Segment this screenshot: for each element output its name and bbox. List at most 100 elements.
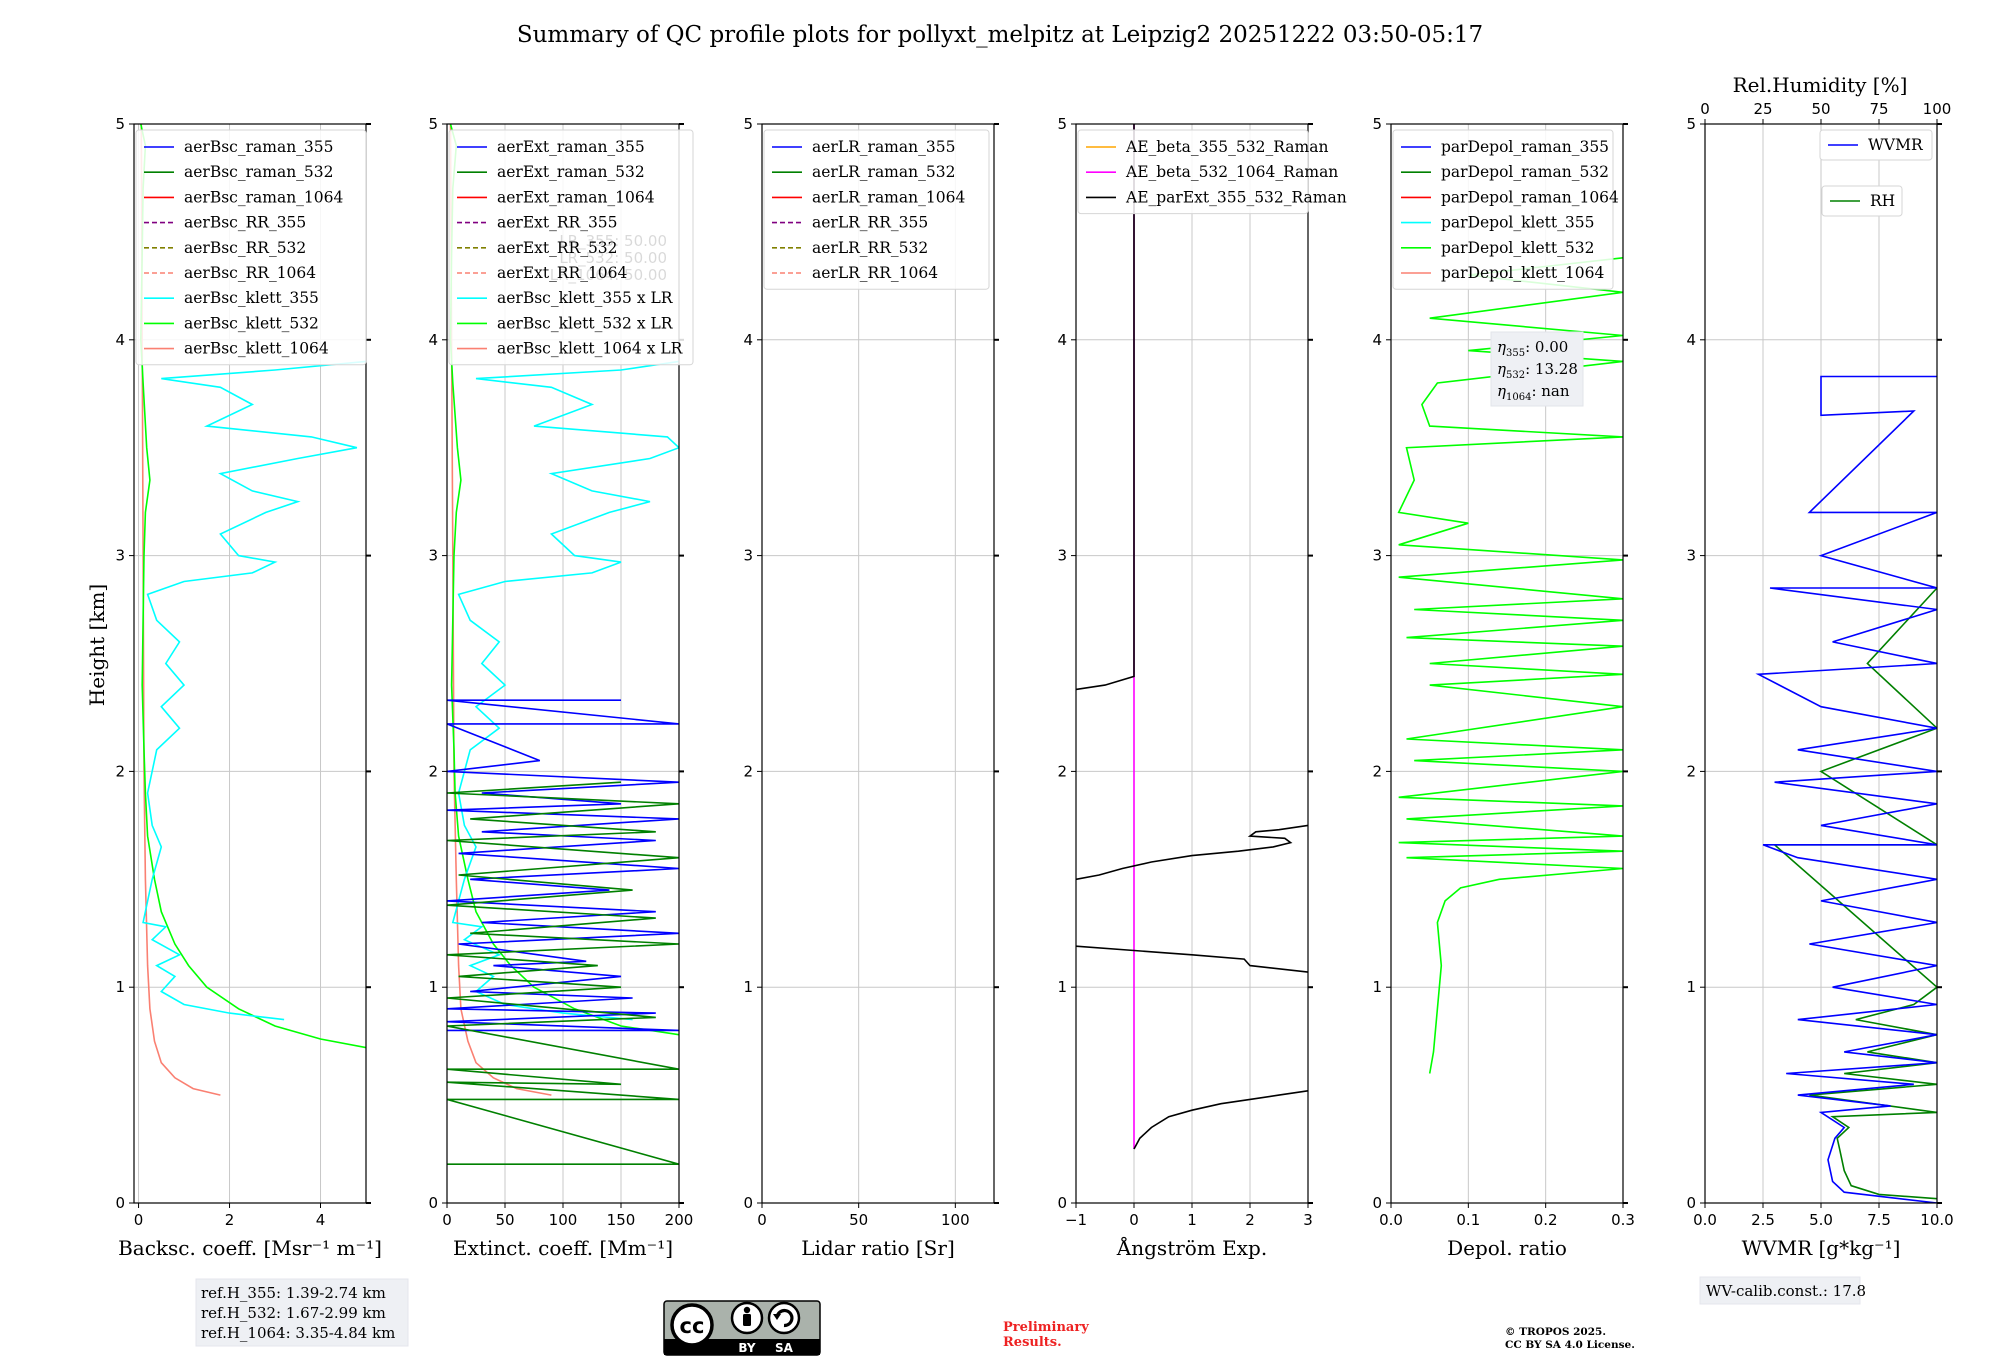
backscatter-legend-label-2: aerBsc_raman_1064 xyxy=(184,188,344,206)
angstrom-legend-box xyxy=(1077,129,1309,215)
rh-tick-label-0: 0 xyxy=(1700,100,1710,118)
angstrom-ytick-label-2: 2 xyxy=(1057,762,1067,780)
depol-frame xyxy=(1390,123,1624,1204)
extinction-ytick-label-3: 3 xyxy=(428,547,438,565)
wvmr-xtick-label-3: 7.5 xyxy=(1867,1211,1891,1229)
depol-xtick-label-2: 0.2 xyxy=(1534,1211,1558,1229)
lidar_ratio-xtick-label-1: 50 xyxy=(849,1211,868,1229)
wvmr-xtick-label-1: 2.5 xyxy=(1751,1211,1775,1229)
lidar_ratio-ytick-label-4: 4 xyxy=(743,331,753,349)
panel-extinction: 0 50 100 150 200 0 1 2 3 4 5 Extinct. coeff. [Mm⁻¹]… xyxy=(428,115,694,1260)
backscatter-frame xyxy=(133,123,367,1204)
wvmr-legend-label-0: WVMR xyxy=(1868,136,1924,154)
person-icon xyxy=(743,1306,751,1326)
backscatter-legend-label-6: aerBsc_klett_355 xyxy=(184,289,319,307)
backscatter-xtick-label-1: 2 xyxy=(225,1211,235,1229)
cc-badge-cc: cc xyxy=(680,1314,705,1338)
angstrom-xtick-label-1: 0 xyxy=(1129,1211,1139,1229)
backscatter-series-0 xyxy=(140,124,221,1096)
lidar_ratio-ytick-label-1: 1 xyxy=(743,978,753,996)
wvmr-ytick-label-5: 5 xyxy=(1686,115,1696,133)
extinction-legend-label-2: aerExt_raman_1064 xyxy=(497,188,655,206)
extinction-legend-label-7: aerBsc_klett_532 x LR xyxy=(497,314,674,332)
lidar_ratio-ytick-label-5: 5 xyxy=(743,115,753,133)
depol-xtick-label-3: 0.3 xyxy=(1611,1211,1635,1229)
lidar_ratio-xtick-label-0: 0 xyxy=(757,1211,767,1229)
rh-tick-label-2: 50 xyxy=(1811,100,1830,118)
ref-height-1064: ref.H_1064: 3.35-4.84 km xyxy=(201,1324,395,1342)
angstrom-xtick-label-4: 3 xyxy=(1303,1211,1313,1229)
preliminary-line-1: Preliminary xyxy=(1003,1320,1089,1335)
depol-eta-1064: η1064: nan xyxy=(1497,382,1570,403)
extinction-series-4 xyxy=(447,781,679,1165)
extinction-xtick-label-2: 100 xyxy=(549,1211,578,1229)
backscatter-xtick-label-2: 4 xyxy=(316,1211,326,1229)
lidar_ratio-legend-label-0: aerLR_raman_355 xyxy=(812,138,955,156)
extinction-xtick-label-3: 150 xyxy=(607,1211,636,1229)
wvmr-ytick-label-4: 4 xyxy=(1686,331,1696,349)
panels-layer: 0 2 4 0 1 2 3 4 5 Backsc. coeff. [Msr⁻¹ m⁻¹] aerBs… xyxy=(115,100,1953,1260)
wvmr-ytick-label-1: 1 xyxy=(1686,978,1696,996)
depol-legend-label-4: parDepol_klett_532 xyxy=(1441,239,1594,257)
ref-height-532: ref.H_532: 1.67-2.99 km xyxy=(201,1304,386,1322)
wv-calib-box xyxy=(1699,1276,1861,1305)
extinction-ytick-label-2: 2 xyxy=(428,762,438,780)
panel-wvmr: 0.0 2.5 5.0 7.5 10.0 0 1 2 3 4 5 WVMR [g*kg⁻¹] WVMR R… xyxy=(1686,100,1953,1260)
wvmr-xtick-label-4: 10.0 xyxy=(1920,1211,1953,1229)
wvmr-series-0 xyxy=(1772,587,1937,1200)
lidar_ratio-ytick-label-2: 2 xyxy=(743,762,753,780)
backscatter-legend-label-1: aerBsc_raman_532 xyxy=(184,163,334,181)
wvmr-ytick-label-3: 3 xyxy=(1686,547,1696,565)
extinction-xlabel: Extinct. coeff. [Mm⁻¹] xyxy=(453,1236,673,1260)
extinction-legend-label-0: aerExt_raman_355 xyxy=(497,138,645,156)
backscatter-legend-label-8: aerBsc_klett_1064 xyxy=(184,340,329,358)
depol-legend-label-2: parDepol_raman_1064 xyxy=(1441,188,1619,206)
wvmr-legend-label-1: RH xyxy=(1870,192,1895,210)
angstrom-ytick-label-3: 3 xyxy=(1057,547,1067,565)
share-alike-icon xyxy=(773,1308,794,1328)
wvmr-series-1 xyxy=(1755,375,1937,1203)
depol-legend-label-5: parDepol_klett_1064 xyxy=(1441,264,1604,282)
extinction-series-3 xyxy=(447,699,679,1032)
depol-eta-box xyxy=(1490,331,1584,407)
angstrom-legend-label-0: AE_beta_355_532_Raman xyxy=(1125,138,1328,156)
lidar_ratio-legend-label-3: aerLR_RR_355 xyxy=(812,214,928,232)
ref-height-355: ref.H_355: 1.39-2.74 km xyxy=(201,1284,386,1302)
figure-title: Summary of QC profile plots for pollyxt_… xyxy=(517,22,1483,48)
backscatter-ytick-label-2: 2 xyxy=(115,762,125,780)
angstrom-legend-label-1: AE_beta_532_1064_Raman xyxy=(1125,163,1338,181)
depol-ytick-label-3: 3 xyxy=(1372,547,1382,565)
lidar_ratio-ytick-label-0: 0 xyxy=(743,1194,753,1212)
backscatter-legend-label-5: aerBsc_RR_1064 xyxy=(184,264,316,282)
lidar_ratio-xlabel: Lidar ratio [Sr] xyxy=(801,1236,955,1260)
rh-axis-label: Rel.Humidity [%] xyxy=(1733,73,1908,97)
lidar_ratio-legend-label-2: aerLR_raman_1064 xyxy=(812,188,965,206)
wvmr-ytick-label-0: 0 xyxy=(1686,1194,1696,1212)
lidar_ratio-frame xyxy=(761,123,995,1204)
wvmr-xtick-label-0: 0.0 xyxy=(1693,1211,1717,1229)
backscatter-xtick-label-0: 0 xyxy=(134,1211,144,1229)
lidar_ratio-legend-label-5: aerLR_RR_1064 xyxy=(812,264,938,282)
lidar_ratio-legend-box xyxy=(763,129,990,290)
depol-legend-box xyxy=(1392,129,1614,290)
wvmr-xlabel: WVMR [g*kg⁻¹] xyxy=(1742,1236,1901,1260)
depol-legend-label-0: parDepol_raman_355 xyxy=(1441,138,1609,156)
extinction-series-2 xyxy=(451,360,679,1021)
wvmr-legend-box-0 xyxy=(1819,129,1933,161)
extinction-ytick-label-0: 0 xyxy=(428,1194,438,1212)
angstrom-xtick-label-2: 1 xyxy=(1187,1211,1197,1229)
panel-depol: 0.0 0.1 0.2 0.3 0 1 2 3 4 5 Depol. ratio parDepol_r… xyxy=(1372,115,1634,1260)
ref-height-box xyxy=(195,1278,409,1347)
depol-xlabel: Depol. ratio xyxy=(1447,1236,1567,1260)
cc-badge-sa: SA xyxy=(775,1341,794,1355)
extinction-xtick-label-0: 0 xyxy=(442,1211,452,1229)
backscatter-legend-box xyxy=(135,129,367,366)
extinction-xtick-label-1: 50 xyxy=(495,1211,514,1229)
extinction-legend-label-6: aerBsc_klett_355 x LR xyxy=(497,289,674,307)
depol-ytick-label-0: 0 xyxy=(1372,1194,1382,1212)
wvmr-ytick-label-2: 2 xyxy=(1686,762,1696,780)
rh-tick-label-4: 100 xyxy=(1923,100,1952,118)
panel-lidar_ratio: 0 50 100 0 1 2 3 4 5 Lidar ratio [Sr] aerLR_raman_… xyxy=(743,115,999,1260)
extinction-legend-label-1: aerExt_raman_532 xyxy=(497,163,645,181)
